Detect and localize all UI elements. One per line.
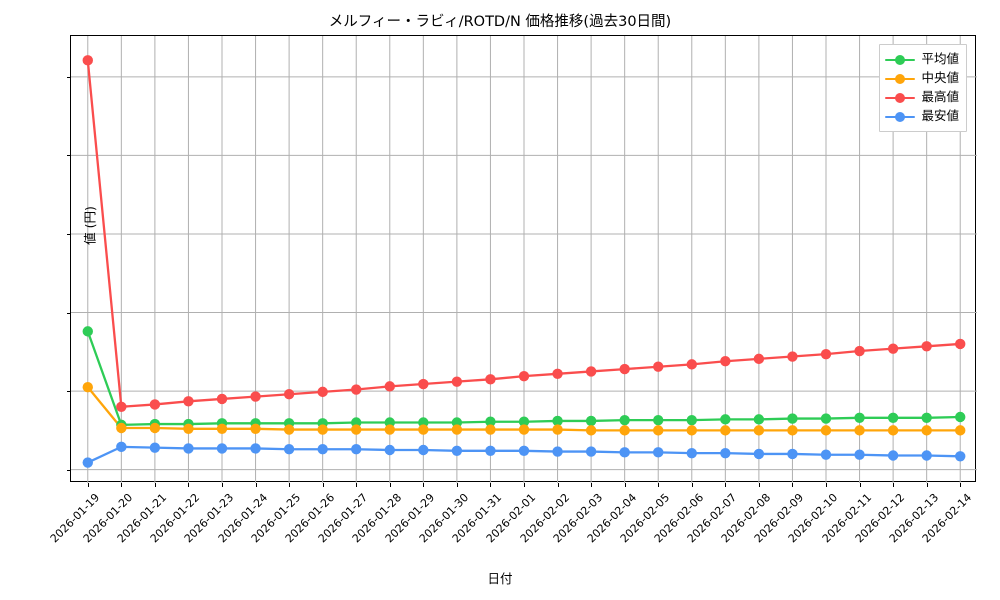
- legend-swatch: [885, 73, 916, 85]
- legend-swatch: [885, 54, 916, 66]
- y-tick-mark: [67, 233, 71, 235]
- x-tick-mark: [356, 483, 358, 487]
- x-tick-mark: [893, 483, 895, 487]
- legend-item-4: 最安値: [885, 107, 959, 126]
- x-tick-mark: [557, 483, 559, 487]
- chart-title: メルフィー・ラビィ/ROTD/N 価格推移(過去30日間): [328, 14, 672, 30]
- x-tick-mark: [322, 483, 324, 487]
- x-tick-mark: [792, 483, 794, 487]
- data-series-layer: [82, 55, 966, 468]
- x-tick-mark: [154, 483, 156, 487]
- x-tick-mark: [456, 483, 458, 487]
- x-tick-mark: [624, 483, 626, 487]
- legend-swatch: [885, 92, 916, 104]
- x-tick-mark: [658, 483, 660, 487]
- legend-item-1: 平均値: [885, 50, 959, 69]
- x-tick-mark: [289, 483, 291, 487]
- y-tick-mark: [67, 155, 71, 157]
- y-axis-label: 値 (円): [82, 206, 98, 245]
- x-tick-mark: [591, 483, 593, 487]
- x-tick-mark: [725, 483, 727, 487]
- legend-label: 中央値: [921, 70, 959, 86]
- x-tick-mark: [222, 483, 223, 487]
- legend-dot-marker: [895, 92, 906, 103]
- x-tick-mark: [758, 483, 760, 487]
- y-tick-mark: [67, 312, 71, 314]
- legend-label: 最安値: [921, 108, 959, 124]
- x-tick-mark: [490, 483, 492, 487]
- x-tick-mark: [423, 483, 425, 487]
- legend-dot-marker: [895, 54, 906, 65]
- legend-label: 最高値: [921, 89, 959, 105]
- legend-label: 平均値: [921, 51, 959, 67]
- x-tick-mark: [524, 483, 525, 487]
- chart-legend: 平均値中央値最高値最安値: [879, 44, 967, 132]
- x-axis-label: 日付: [487, 571, 513, 586]
- y-tick-mark: [67, 76, 71, 78]
- x-tick-mark: [691, 483, 693, 487]
- x-tick-mark: [960, 483, 962, 487]
- y-tick-mark: [67, 391, 71, 393]
- x-tick-mark: [87, 483, 89, 487]
- gridlines: [71, 36, 977, 483]
- legend-item-2: 中央値: [885, 69, 959, 88]
- x-tick-mark: [826, 483, 827, 487]
- legend-dot-marker: [895, 111, 906, 122]
- legend-item-3: 最高値: [885, 88, 959, 107]
- y-tick-mark: [67, 469, 71, 471]
- legend-swatch: [885, 111, 916, 123]
- x-tick-mark: [121, 483, 123, 487]
- x-tick-mark: [859, 483, 861, 487]
- legend-dot-marker: [895, 73, 906, 84]
- x-tick-mark: [255, 483, 257, 487]
- x-tick-mark: [926, 483, 928, 487]
- x-tick-mark: [188, 483, 190, 487]
- x-tick-mark: [389, 483, 391, 487]
